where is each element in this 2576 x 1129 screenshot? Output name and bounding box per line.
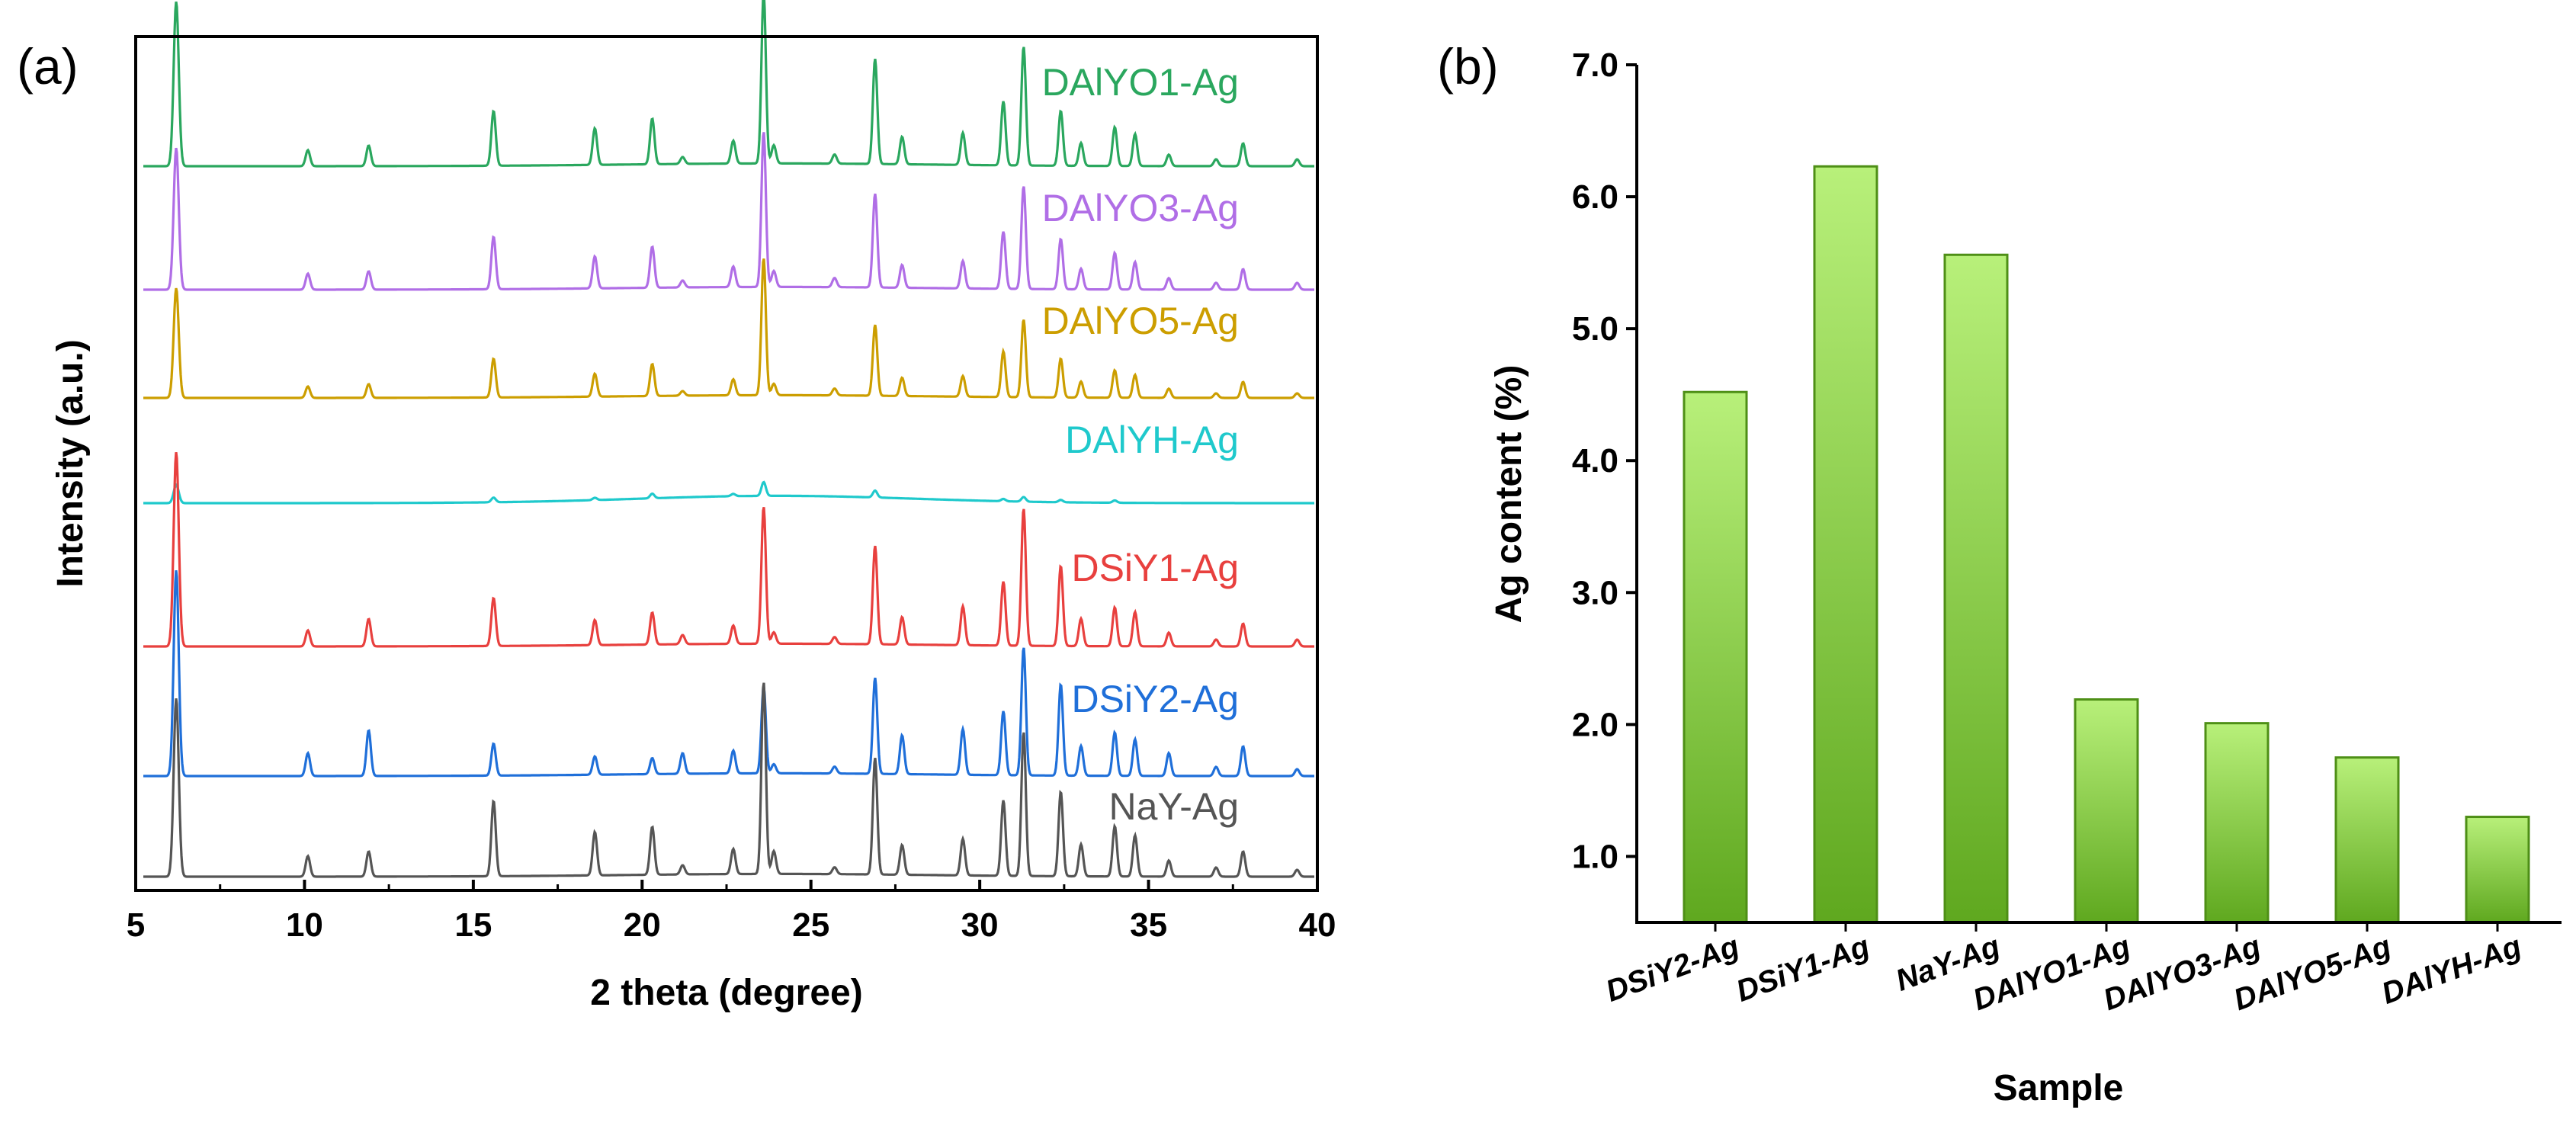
xrd-x-tick-label: 20: [624, 906, 661, 944]
xrd-x-tick-label: 10: [286, 906, 323, 944]
bar-y-tick-label: 3.0: [1572, 574, 1618, 611]
bar-y-tick-label: 4.0: [1572, 442, 1618, 480]
xrd-series-label: DSiY2-Ag: [1071, 678, 1239, 720]
xrd-trace: [143, 132, 1314, 291]
xrd-y-axis-title: Intensity (a.u.): [50, 339, 91, 587]
ag-content-bar: [1813, 165, 1878, 924]
xrd-traces: [143, 0, 1314, 878]
bar-category-label: DSiY2-Ag: [1602, 929, 1744, 1009]
xrd-trace: [143, 452, 1314, 648]
xrd-trace: [143, 570, 1314, 778]
bar-y-tick-label: 2.0: [1572, 706, 1618, 743]
xrd-x-tick-label: 35: [1130, 906, 1167, 944]
bar-y-tick-label: 7.0: [1572, 47, 1618, 84]
bar-y-tick-label: 1.0: [1572, 838, 1618, 875]
xrd-trace: [143, 682, 1314, 878]
xrd-x-tick-label: 40: [1299, 906, 1336, 944]
xrd-x-tick-label: 25: [792, 906, 829, 944]
ag-content-bar: [1683, 390, 1748, 924]
ag-content-bar: [2334, 756, 2400, 924]
ag-content-bars: [1683, 165, 2530, 924]
bar-category-label: DAlYH-Ag: [2377, 929, 2526, 1011]
xrd-trace: [143, 0, 1314, 168]
ag-content-bar: [2204, 722, 2270, 924]
bar-x-axis-title: Sample: [1994, 1068, 2124, 1108]
ag-content-bar: [1943, 253, 2009, 924]
xrd-series-label: DAlYO1-Ag: [1042, 61, 1239, 104]
bar-category-label: DSiY1-Ag: [1732, 929, 1874, 1009]
xrd-trace: [143, 480, 1314, 505]
xrd-x-ticks: 5 10 15 20 25 30 35 40: [127, 880, 1336, 944]
bar-y-tick-label: 6.0: [1572, 178, 1618, 216]
xrd-series-label: DAlYO3-Ag: [1042, 187, 1239, 229]
xrd-panel: (a) DAlYO1-AgDAlYO3-AgDAlYO5-AgDAlYH-AgD…: [17, 0, 1336, 1013]
xrd-x-tick-label: 5: [127, 906, 145, 944]
xrd-series-label: DAlYH-Ag: [1065, 419, 1239, 461]
ag-content-panel: (b) 1.0 2.0 3.0 4.0 5.0 6.0 7.0 DSiY2-AgDSiY1-…: [1437, 38, 2562, 1108]
xrd-x-tick-label: 30: [961, 906, 999, 944]
xrd-trace: [143, 258, 1314, 399]
xrd-series-label: NaY-Ag: [1109, 785, 1239, 828]
ag-content-bar: [2074, 698, 2139, 924]
bar-y-ticks: 1.0 2.0 3.0 4.0 5.0 6.0 7.0: [1572, 47, 2499, 932]
bar-y-tick-label: 5.0: [1572, 310, 1618, 348]
xrd-series-labels: DAlYO1-Ag DAlYO3-Ag DAlYO5-Ag DAlYH-Ag DSiY1…: [1042, 61, 1239, 828]
ag-content-bar: [2465, 816, 2530, 924]
xrd-x-tick-label: 15: [454, 906, 492, 944]
xrd-series-label: DSiY1-Ag: [1071, 547, 1239, 589]
panel-b-label: (b): [1437, 38, 1499, 95]
xrd-x-axis-title: 2 theta (degree): [590, 973, 862, 1013]
bar-y-axis-title: Ag content (%): [1489, 365, 1529, 624]
xrd-series-label: DAlYO5-Ag: [1042, 300, 1239, 342]
panel-a-label: (a): [17, 38, 79, 95]
